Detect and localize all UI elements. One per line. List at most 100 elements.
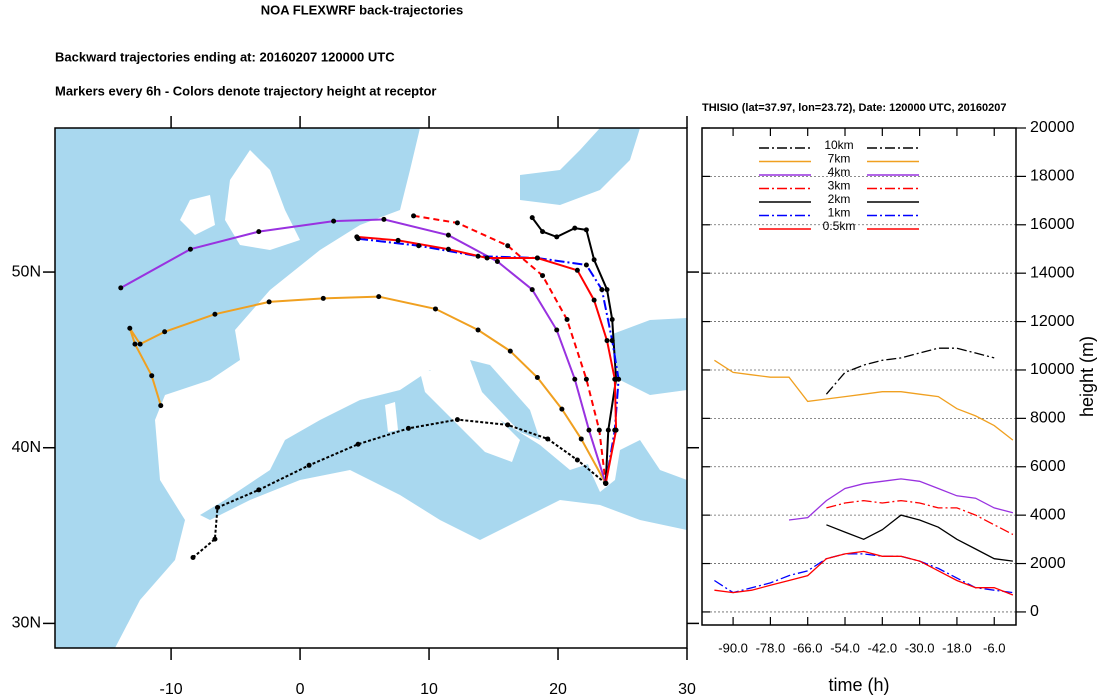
trajectory-marker: [132, 341, 138, 347]
trajectory: [192, 418, 607, 559]
x-tick-label: 10: [420, 681, 438, 698]
baltic: [520, 128, 640, 205]
y-tick-label: 10000: [1030, 361, 1075, 378]
trajectory-marker: [306, 462, 312, 468]
trajectory-marker: [416, 243, 422, 249]
x-tick-label: -30.0: [905, 640, 935, 655]
trajectory-marker: [505, 243, 511, 249]
y-tick-label: 12000: [1030, 313, 1075, 330]
trajectory-marker: [572, 376, 578, 382]
subtitle: Markers every 6h - Colors denote traject…: [55, 83, 436, 98]
y-tick-label: 6000: [1030, 458, 1066, 475]
height-line: [826, 499, 1014, 536]
trajectory-marker: [554, 327, 560, 333]
britain: [225, 150, 300, 250]
trajectory-marker: [596, 427, 602, 433]
trajectory-marker: [529, 287, 535, 293]
trajectory: [120, 218, 607, 484]
x-tick-label: -78.0: [756, 640, 786, 655]
trajectory-marker: [454, 417, 460, 423]
trajectory: [413, 214, 607, 484]
trajectory-marker: [355, 441, 361, 447]
map-background: [55, 128, 687, 648]
trajectory-marker: [583, 227, 589, 233]
trajectory-marker: [505, 422, 511, 428]
legend-label: 0.5km: [823, 219, 856, 233]
trajectory-marker: [475, 253, 481, 259]
legend-label: 7km: [828, 152, 851, 166]
y-tick-label: 14000: [1030, 264, 1075, 281]
x-axis-title: time (h): [828, 675, 889, 695]
greece: [580, 430, 620, 492]
trajectory-marker: [215, 504, 221, 510]
trajectory-marker: [484, 255, 490, 261]
height-line: [714, 550, 1014, 596]
trajectory-marker: [591, 257, 597, 263]
trajectory-marker: [612, 376, 618, 382]
trajectory-marker: [605, 427, 611, 433]
x-tick-label: -66.0: [793, 640, 823, 655]
trajectory-marker: [190, 555, 196, 561]
plot-frame: [701, 127, 1017, 626]
trajectory-marker: [432, 306, 438, 312]
trajectory-marker: [586, 427, 592, 433]
y-tick-label: 2000: [1030, 555, 1066, 572]
x-tick-label: -42.0: [867, 640, 897, 655]
italy: [420, 368, 520, 462]
trajectory-marker: [613, 427, 619, 433]
trajectory-marker: [574, 267, 580, 273]
trajectory-marker: [540, 273, 546, 279]
trajectory-marker: [545, 436, 551, 442]
trajectory-marker: [149, 373, 155, 379]
height-line: [714, 359, 1014, 441]
trajectory-marker: [529, 215, 535, 221]
panel-title: THISIO (lat=37.97, lon=23.72), Date: 120…: [702, 102, 1007, 114]
trajectory-marker: [554, 234, 560, 240]
mediterranean: [200, 370, 687, 540]
map-frame: [54, 127, 688, 649]
scandinavia: [415, 128, 470, 200]
trajectory-marker: [604, 338, 610, 344]
trajectory-marker: [475, 327, 481, 333]
x-tick-label: 0: [296, 681, 305, 698]
legend-label: 2km: [828, 192, 851, 206]
trajectory-marker: [564, 316, 570, 322]
atlantic: [55, 128, 420, 648]
trajectory-marker: [354, 234, 360, 240]
legend-label: 4km: [828, 165, 851, 179]
trajectory-marker: [574, 457, 580, 463]
sardinia: [385, 402, 398, 432]
x-tick-label: -18.0: [942, 640, 972, 655]
x-tick-label: -90.0: [718, 640, 748, 655]
trajectory-marker: [583, 262, 589, 268]
y-tick-label: 50N: [12, 263, 41, 280]
trajectory-marker: [256, 229, 262, 235]
trajectory-marker: [583, 376, 589, 382]
trajectory-marker: [494, 259, 500, 265]
trajectory-marker: [591, 297, 597, 303]
trajectory-marker: [212, 536, 218, 542]
y-tick-label: 16000: [1030, 216, 1075, 233]
trajectory-marker: [331, 218, 337, 224]
trajectory-marker: [454, 220, 460, 226]
trajectory-marker: [445, 246, 451, 252]
y-tick-label: 20000: [1030, 119, 1075, 136]
trajectory-marker: [616, 376, 622, 382]
trajectory-marker: [162, 329, 168, 335]
trajectory-marker: [212, 311, 218, 317]
height-line: [714, 553, 1013, 594]
x-tick-label: -10: [160, 681, 183, 698]
legend-label: 3km: [828, 179, 851, 193]
trajectory-marker: [559, 406, 565, 412]
trajectory-marker: [534, 255, 540, 261]
height-line: [826, 514, 1013, 562]
trajectory-marker: [158, 403, 164, 409]
trajectory-marker: [381, 216, 387, 222]
trajectory-marker: [376, 294, 382, 300]
y-tick-label: 30N: [12, 615, 41, 632]
trajectory-marker: [572, 225, 578, 231]
trajectory-marker: [256, 487, 262, 493]
trajectory-marker: [445, 232, 451, 238]
